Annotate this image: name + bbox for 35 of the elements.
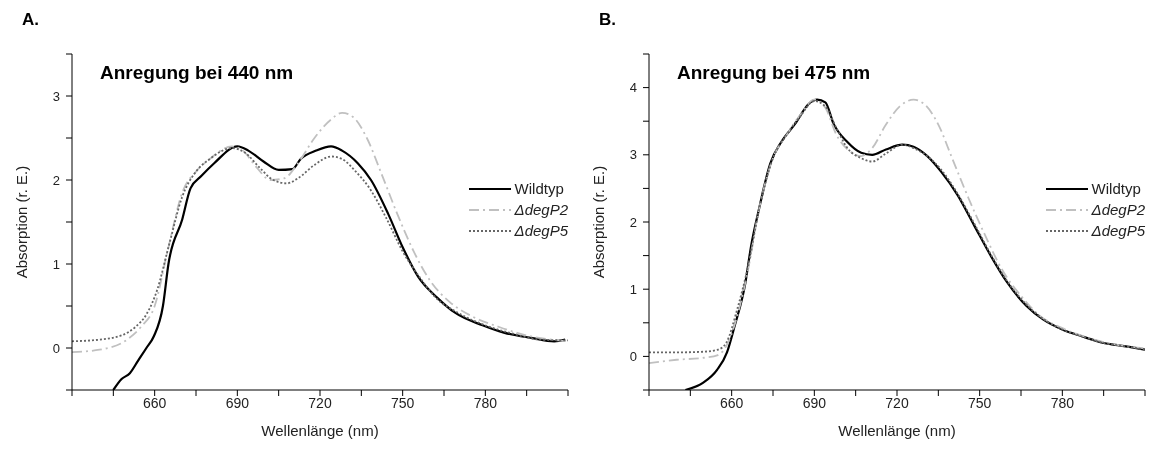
y-tick-label: 0 bbox=[629, 348, 637, 364]
legend-label: ΔdegP5 bbox=[514, 222, 568, 239]
x-tick-label: 690 bbox=[225, 394, 250, 411]
y-tick-label: 0 bbox=[52, 340, 60, 356]
x-tick-label: 720 bbox=[308, 394, 332, 411]
x-tick-label: 750 bbox=[967, 394, 992, 411]
x-tick-label: 780 bbox=[473, 394, 498, 411]
y-tick-label: 3 bbox=[629, 147, 637, 163]
y-tick-label: 4 bbox=[629, 80, 637, 96]
legend-label: ΔdegP2 bbox=[514, 201, 568, 218]
legend-label: Wildtyp bbox=[514, 180, 564, 197]
text: A. bbox=[22, 10, 39, 30]
x-axis-title: Wellenlänge (nm) bbox=[838, 422, 956, 439]
y-tick-label: 2 bbox=[629, 214, 637, 230]
legend-label: Wildtyp bbox=[1091, 180, 1141, 197]
x-tick-label: 690 bbox=[802, 394, 827, 411]
x-tick-label: 780 bbox=[1050, 394, 1075, 411]
x-tick-label: 660 bbox=[719, 394, 744, 411]
y-axis-title: Absorption (r. E.) bbox=[13, 165, 31, 279]
y-tick-label: 1 bbox=[52, 256, 60, 272]
chart-title: Anregung bei 475 nm bbox=[677, 62, 871, 84]
chart-title: Anregung bei 440 nm bbox=[100, 62, 294, 84]
legend-label: ΔdegP5 bbox=[1091, 222, 1145, 239]
x-tick-label: 660 bbox=[142, 394, 167, 411]
x-axis-title: Wellenlänge (nm) bbox=[261, 422, 379, 439]
y-axis-title: Absorption (r. E.) bbox=[590, 165, 608, 279]
text: B. bbox=[599, 10, 616, 30]
y-tick-label: 2 bbox=[52, 172, 60, 188]
line-series bbox=[72, 147, 568, 343]
y-tick-label: 1 bbox=[629, 281, 637, 297]
x-tick-label: 720 bbox=[885, 394, 909, 411]
y-tick-label: 3 bbox=[52, 88, 60, 104]
legend-label: ΔdegP2 bbox=[1091, 201, 1145, 218]
x-tick-label: 750 bbox=[390, 394, 415, 411]
line-series bbox=[72, 111, 568, 354]
